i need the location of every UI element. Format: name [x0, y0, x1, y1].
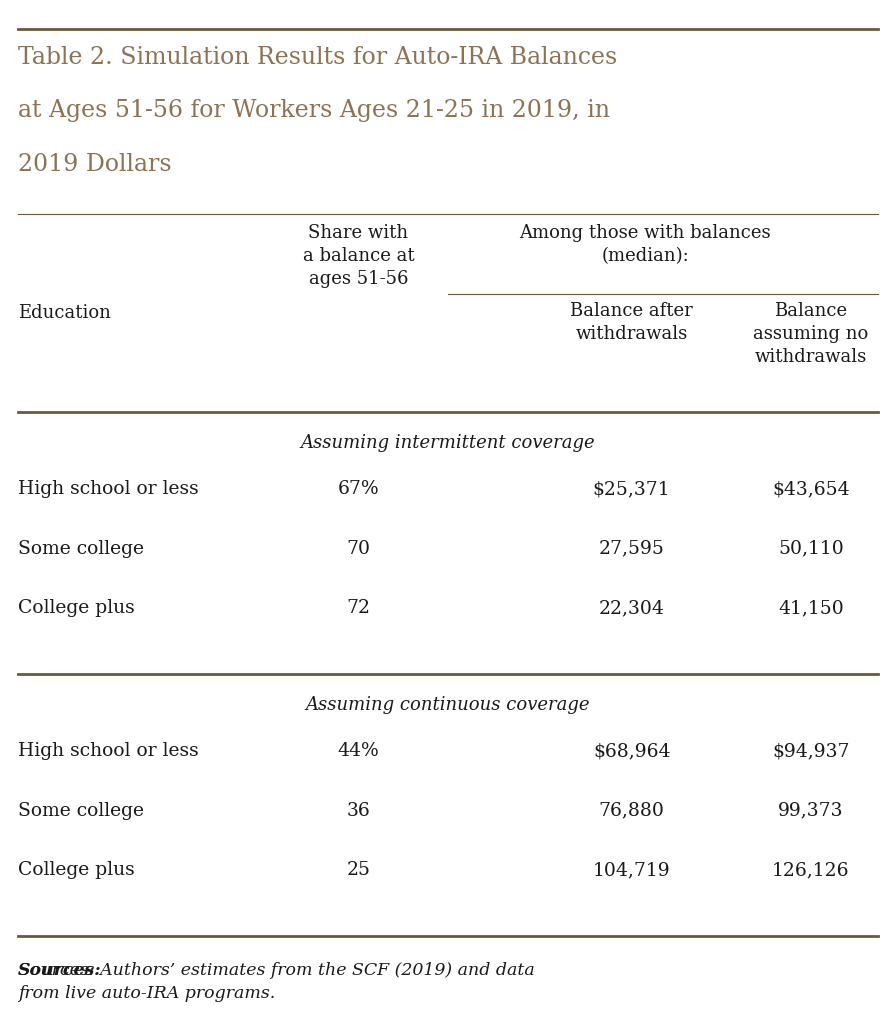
Text: Assuming continuous coverage: Assuming continuous coverage	[306, 696, 590, 715]
Text: Some college: Some college	[18, 802, 144, 820]
Text: 126,126: 126,126	[772, 861, 849, 880]
Text: at Ages 51-56 for Workers Ages 21-25 in 2019, in: at Ages 51-56 for Workers Ages 21-25 in …	[18, 99, 610, 122]
Text: $43,654: $43,654	[772, 480, 849, 499]
Text: 67%: 67%	[338, 480, 379, 499]
Text: 36: 36	[347, 802, 370, 820]
Text: Sources: Authors’ estimates from the SCF (2019) and data
from live auto-IRA prog: Sources: Authors’ estimates from the SCF…	[18, 962, 535, 1002]
Text: Balance after
withdrawals: Balance after withdrawals	[571, 302, 693, 343]
Text: 72: 72	[347, 599, 370, 617]
Text: Assuming intermittent coverage: Assuming intermittent coverage	[301, 434, 595, 453]
Text: 50,110: 50,110	[778, 540, 844, 558]
Text: High school or less: High school or less	[18, 742, 199, 761]
Text: College plus: College plus	[18, 599, 134, 617]
Text: 70: 70	[347, 540, 370, 558]
Text: Among those with balances
(median):: Among those with balances (median):	[520, 224, 771, 265]
Text: Some college: Some college	[18, 540, 144, 558]
Text: 44%: 44%	[338, 742, 379, 761]
Text: High school or less: High school or less	[18, 480, 199, 499]
Text: 22,304: 22,304	[599, 599, 665, 617]
Text: Education: Education	[18, 304, 111, 323]
Text: $68,964: $68,964	[593, 742, 670, 761]
Text: 76,880: 76,880	[599, 802, 665, 820]
Text: Sources: Authors’ estimates from the SCF (2019) and data
from live auto-IRA prog: Sources: Authors’ estimates from the SCF…	[18, 962, 535, 1002]
Text: 27,595: 27,595	[599, 540, 665, 558]
Text: College plus: College plus	[18, 861, 134, 880]
Text: 25: 25	[347, 861, 370, 880]
Text: 99,373: 99,373	[778, 802, 844, 820]
Text: 2019 Dollars: 2019 Dollars	[18, 153, 171, 175]
Text: Sources:: Sources:	[18, 962, 101, 979]
Text: Share with
a balance at
ages 51-56: Share with a balance at ages 51-56	[303, 224, 414, 288]
Text: $94,937: $94,937	[772, 742, 849, 761]
Text: 41,150: 41,150	[778, 599, 844, 617]
Text: Balance
assuming no
withdrawals: Balance assuming no withdrawals	[754, 302, 868, 366]
Text: $25,371: $25,371	[593, 480, 670, 499]
Text: Table 2. Simulation Results for Auto-IRA Balances: Table 2. Simulation Results for Auto-IRA…	[18, 46, 617, 69]
Text: 104,719: 104,719	[593, 861, 670, 880]
